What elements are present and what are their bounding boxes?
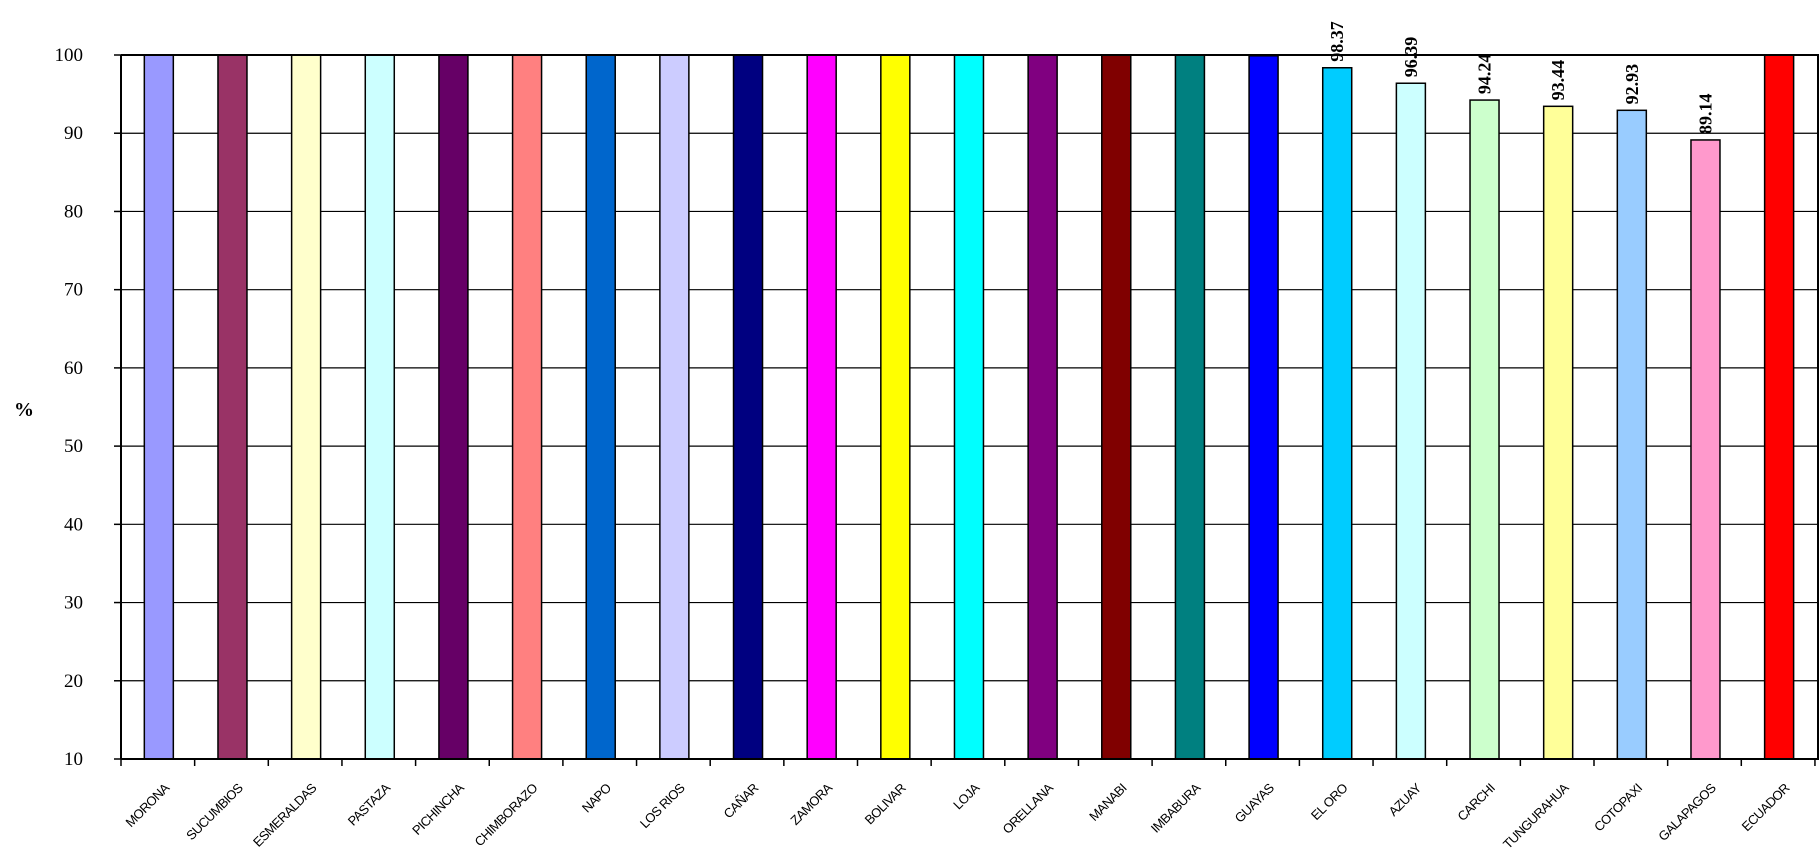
x-tick-label: MANABI [1086,781,1129,824]
bar [953,54,985,760]
x-tick-label: SUCUMBIOS [183,780,246,843]
y-tick-label: 20 [64,671,83,692]
plot-frame [120,54,1819,760]
x-tick-label: TUNGURAHUA [1500,780,1572,852]
x-tick-label: GALAPAGOS [1655,780,1719,844]
bar [1763,54,1795,760]
bar [1690,139,1721,760]
x-tick-label: CAÑAR [720,780,761,821]
bars [143,54,1795,760]
y-tick-label: 40 [64,514,83,535]
x-tick-label: PICHINCHA [409,780,467,838]
x-tick-label: PASTAZA [345,780,394,829]
x-tick-label: COTOPAXI [1591,781,1645,835]
data-label: 94.24 [1475,54,1495,95]
bar [364,54,396,760]
x-tick-label: GUAYAS [1232,780,1278,826]
x-tick-label: ESMERALDAS [250,780,320,850]
bar [1542,105,1574,760]
x-tick-label: BOLIVAR [862,780,909,827]
bar [217,54,248,760]
bar [290,54,322,760]
bar [143,54,175,760]
bar [1027,54,1058,760]
bar [880,54,911,760]
bar [1174,54,1206,760]
x-tick-label: CHIMBORAZO [472,780,541,849]
data-label: 98.37 [1327,21,1347,62]
y-axis-ticks: 10 20 30 40 50 60 70 80 90 100 [55,45,121,770]
bar [1469,99,1500,760]
y-axis-label: % [14,399,34,421]
bar [585,54,616,760]
x-tick-label: ECUADOR [1739,780,1793,834]
x-tick-label: LOJA [950,780,983,813]
x-tick-label: EL ORO [1308,780,1351,823]
bar [438,54,469,760]
x-tick-label: CARCHI [1454,781,1497,824]
data-label: 92.93 [1622,64,1642,105]
y-tick-label: 10 [64,749,83,770]
bar [1321,67,1353,760]
bar [1395,82,1427,760]
bar [732,54,764,760]
bar [1101,54,1132,760]
data-label: 89.14 [1695,93,1715,134]
y-tick-label: 80 [64,201,83,222]
y-tick-label: 70 [64,280,83,301]
x-tick-label: ORELLANA [999,780,1056,837]
y-tick-label: 60 [64,358,83,379]
bar [659,54,690,760]
x-tick-label: AZUAY [1386,780,1425,819]
x-tick-label: LOS RIOS [637,780,688,831]
bar [1248,55,1279,760]
data-label: 96.39 [1401,37,1421,78]
y-tick-label: 100 [55,45,84,66]
x-axis-ticks: MORONA SUCUMBIOS ESMERALDAS PASTAZA PICHINCH… [120,759,1816,852]
y-tick-label: 50 [64,436,83,457]
bar [1616,109,1648,760]
x-tick-label: IMBABURA [1148,780,1204,836]
data-label: 93.44 [1548,60,1568,101]
x-tick-label: ZAMORA [787,780,835,828]
bar [511,54,543,760]
x-tick-label: NAPO [579,780,614,815]
data-labels: 98.37 96.39 94.24 93.44 92.93 89.14 [1327,21,1715,134]
bar [806,54,837,760]
y-tick-label: 30 [64,593,83,614]
x-tick-label: MORONA [123,780,173,830]
y-tick-label: 90 [64,123,83,144]
